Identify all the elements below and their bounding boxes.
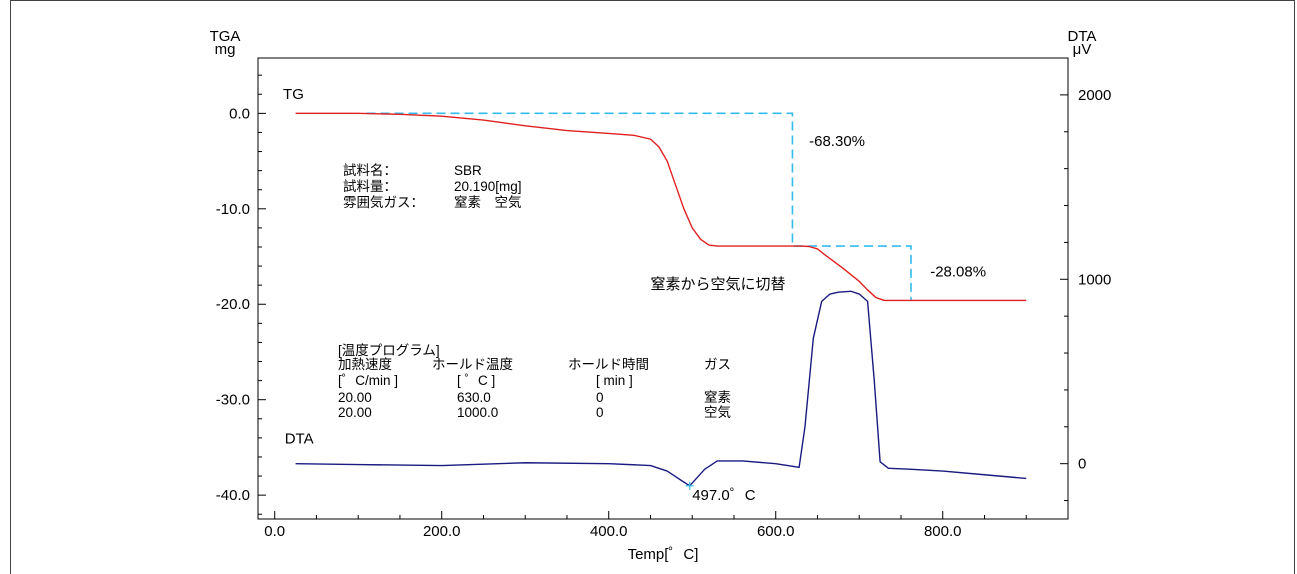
right-axis-unit: μV [1073,41,1092,58]
axis-ticks [258,57,1068,519]
x-tick-label: 200.0 [423,523,461,540]
series-layer [295,112,1027,490]
annotations: TG DTA -68.30% -28.08% 窒素から空気に切替 497.0゜C [283,86,986,504]
chart-annotation: -68.30% [809,133,865,150]
x-tick-label: 400.0 [590,523,628,540]
program-unit-hold-time: [ min ] [596,373,633,388]
y-left-tick-label: 0.0 [229,105,250,122]
x-tick-label: 800.0 [924,523,962,540]
y-left-tick-label: -20.0 [216,296,250,313]
plot-area [257,57,1069,520]
chart-frame [10,0,1295,574]
sample-amount-value: 20.190[mg] [454,179,522,194]
program-title: [温度プログラム] [338,343,440,358]
program-row1-rate: 20.00 [338,390,372,405]
y-right-tick-label: 1000 [1078,271,1111,288]
program-unit-rate: [゜C/min ] [338,373,399,388]
right-axis-label: DTA [1068,28,1097,45]
dta-curve [295,290,1027,487]
series-label: TG [283,86,304,103]
sample-info: 試料名： SBR 試料量： 20.190[mg] 雰囲気ガス： 窒素 空気 [0,0,522,209]
sample-name-label: 試料名： [343,163,397,178]
chart-annotation: -28.08% [930,264,986,281]
program-row2-gas: 空気 [704,405,731,420]
sample-name-value: SBR [454,163,482,178]
tg-curve [295,112,1027,302]
program-header-hold-time: ホールド時間 [568,357,649,372]
series-label: DTA [285,431,314,448]
tick-labels: 0.0 200.0 400.0 600.0 800.0 0.0 -10.0 -20.0 -30.… [216,87,1112,540]
y-left-tick-label: -10.0 [216,201,250,218]
program-row2-hold-time: 0 [596,405,604,420]
atmosphere-value: 窒素 空気 [454,195,522,210]
y-right-tick-label: 0 [1078,456,1086,473]
mass-loss-step-line [366,112,912,301]
sample-amount-label: 試料量： [343,179,397,194]
program-header-gas: ガス [704,357,731,372]
x-tick-label: 600.0 [757,523,795,540]
program-unit-hold-temp: [ ゜C ] [457,373,496,388]
x-tick-label: 0.0 [264,523,285,540]
x-axis-label: Temp[゜C] [628,546,699,563]
y-right-tick-label: 2000 [1078,87,1111,104]
program-row1-hold-temp: 630.0 [457,390,491,405]
chart-annotation: 497.0゜C [692,487,756,504]
program-row2-hold-temp: 1000.0 [457,405,499,420]
temperature-program: [温度プログラム] 加熱速度 ホールド温度 ホールド時間 ガス [゜C/min … [0,0,731,419]
left-axis-label: TGA [210,28,241,45]
chart-annotation: 窒素から空気に切替 [650,275,785,293]
y-left-tick-label: -30.0 [216,392,250,409]
program-row1-gas: 窒素 [704,390,731,405]
atmosphere-label: 雰囲気ガス： [343,195,424,210]
left-axis-unit: mg [215,41,236,58]
program-header-hold-temp: ホールド温度 [432,357,513,372]
program-row1-hold-time: 0 [596,390,604,405]
program-row2-rate: 20.00 [338,405,372,420]
program-header-rate: 加熱速度 [338,357,392,372]
y-left-tick-label: -40.0 [216,487,250,504]
